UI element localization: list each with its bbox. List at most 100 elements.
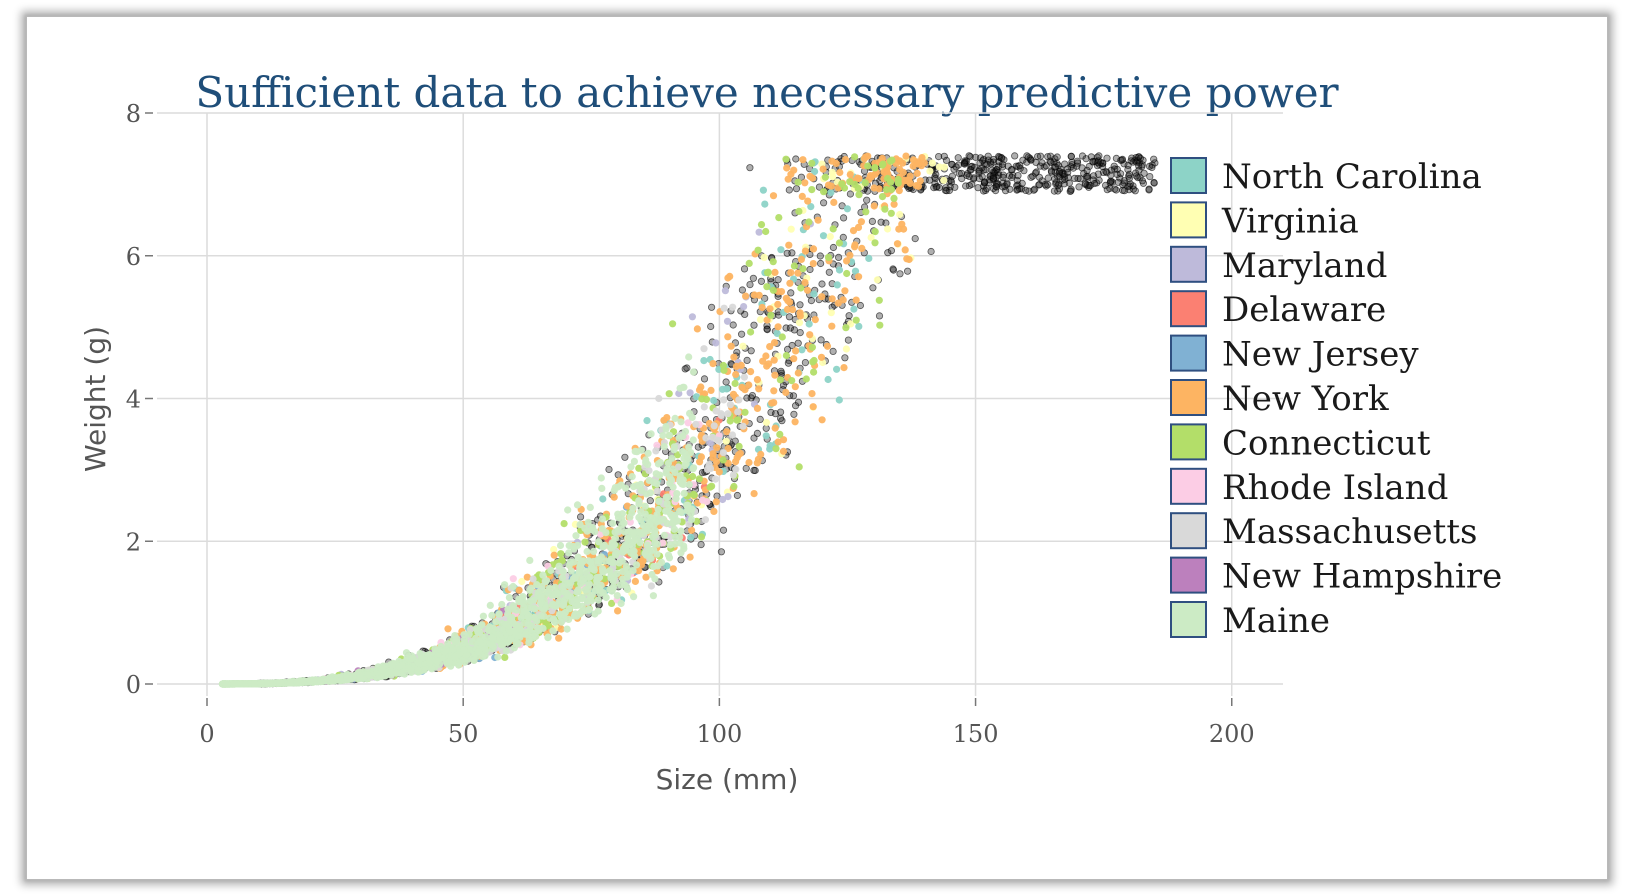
scatter-point-unlabeled [975,175,984,183]
scatter-point-new-york [783,164,791,172]
scatter-point-unlabeled [747,347,755,355]
scatter-point-new-york [696,458,704,466]
scatter-point-maine [414,666,422,675]
scatter-point-new-york [902,152,910,160]
scatter-point-connecticut [890,194,898,202]
scatter-point-maine [586,503,594,511]
scatter-point-maine [648,570,656,579]
scatter-point-unlabeled [1044,181,1052,189]
scatter-point-connecticut [697,533,706,541]
scatter-point-maine [596,589,604,598]
scatter-point-new-york [808,390,816,398]
scatter-point-north-carolina [835,396,843,404]
scatter-point-connecticut [769,286,778,294]
scatter-point-massachusetts [713,436,721,444]
scatter-point-unlabeled [746,164,754,172]
scatter-point-connecticut [802,375,810,383]
scatter-point-new-york [811,316,819,324]
scatter-point-north-carolina [827,188,835,197]
scatter-point-connecticut [665,390,673,398]
scatter-point-unlabeled [740,265,749,273]
scatter-point-maine [630,457,639,465]
scatter-point-connecticut [887,185,896,193]
scatter-point-maine [538,582,546,591]
scatter-point-unlabeled [807,296,816,305]
scatter-point-connecticut [871,164,879,172]
scatter-point-unlabeled [940,152,948,160]
scatter-point-massachusetts [653,487,661,495]
scatter-point-new-york [713,444,721,452]
scatter-point-maine [685,353,693,361]
scatter-point-unlabeled [1064,168,1072,177]
scatter-point-new-york [697,383,705,391]
scatter-point-north-carolina [766,441,774,450]
scatter-point-maine [618,521,626,529]
scatter-point-massachusetts [647,582,656,590]
scatter-point-connecticut [763,283,771,291]
scatter-point-connecticut [888,156,896,164]
scatter-point-unlabeled [698,468,707,477]
scatter-point-unlabeled [1126,180,1135,188]
scatter-point-new-york [855,273,863,281]
scatter-point-virginia [762,418,771,427]
scatter-point-unlabeled [1125,170,1133,178]
scatter-point-maine [642,456,650,464]
scatter-point-north-carolina [692,393,701,401]
scatter-point-unlabeled [1053,159,1061,167]
scatter-point-connecticut [772,445,780,453]
scatter-point-unlabeled [1117,156,1125,164]
scatter-point-maine [642,551,651,559]
scatter-point-north-carolina [773,329,781,337]
scatter-point-maine [598,515,607,523]
scatter-point-connecticut [881,205,889,213]
scatter-point-maine [677,418,685,426]
scatter-point-unlabeled [1014,172,1022,180]
scatter-point-maine [505,594,513,602]
scatter-point-new-york [753,404,762,412]
scatter-point-connecticut [855,191,863,199]
scatter-point-unlabeled [817,336,825,344]
scatter-point-unlabeled [737,330,746,338]
scatter-point-unlabeled [1095,176,1103,184]
x-tick-label: 50 [448,720,479,748]
scatter-point-connecticut [838,180,846,188]
scatter-point-maine [599,567,608,575]
scatter-point-connecticut [769,258,777,266]
y-tick-label: 8 [126,100,141,128]
scatter-point-new-york [906,172,914,180]
scatter-point-maine [660,515,668,524]
scatter-point-maine [486,601,494,610]
scatter-point-unlabeled [952,163,960,171]
scatter-point-north-carolina [833,365,841,373]
scatter-point-unlabeled [1150,155,1158,163]
scatter-point-unlabeled [1063,165,1072,173]
scatter-point-virginia [826,233,834,241]
scatter-point-new-york [771,268,779,276]
scatter-point-maine [498,600,506,609]
scatter-point-unlabeled [707,303,716,311]
scatter-point-maine [557,618,566,626]
scatter-point-unlabeled [877,218,885,226]
scatter-point-new-york [791,418,799,426]
scatter-point-unlabeled [933,182,941,191]
scatter-point-connecticut [810,368,818,376]
scatter-point-unlabeled [1011,152,1019,160]
scatter-point-north-carolina [761,200,769,208]
scatter-point-unlabeled [763,325,771,333]
scatter-point-maine [649,592,658,600]
scatter-point-unlabeled [887,247,896,255]
scatter-point-new-york [806,331,814,339]
scatter-point-new-york [774,300,782,308]
scatter-point-unlabeled [1020,167,1028,175]
scatter-point-unlabeled [839,233,847,241]
scatter-point-new-york [858,244,866,252]
scatter-point-maine [535,626,543,635]
scatter-point-maryland [721,287,730,295]
scatter-point-unlabeled [1014,185,1022,194]
scatter-point-maine [689,368,698,376]
scatter-point-massachusetts [701,516,710,524]
x-tick-label: 0 [199,720,214,748]
scatter-point-new-york [787,269,795,277]
scatter-point-unlabeled [998,163,1007,171]
scatter-point-maine [637,480,645,488]
